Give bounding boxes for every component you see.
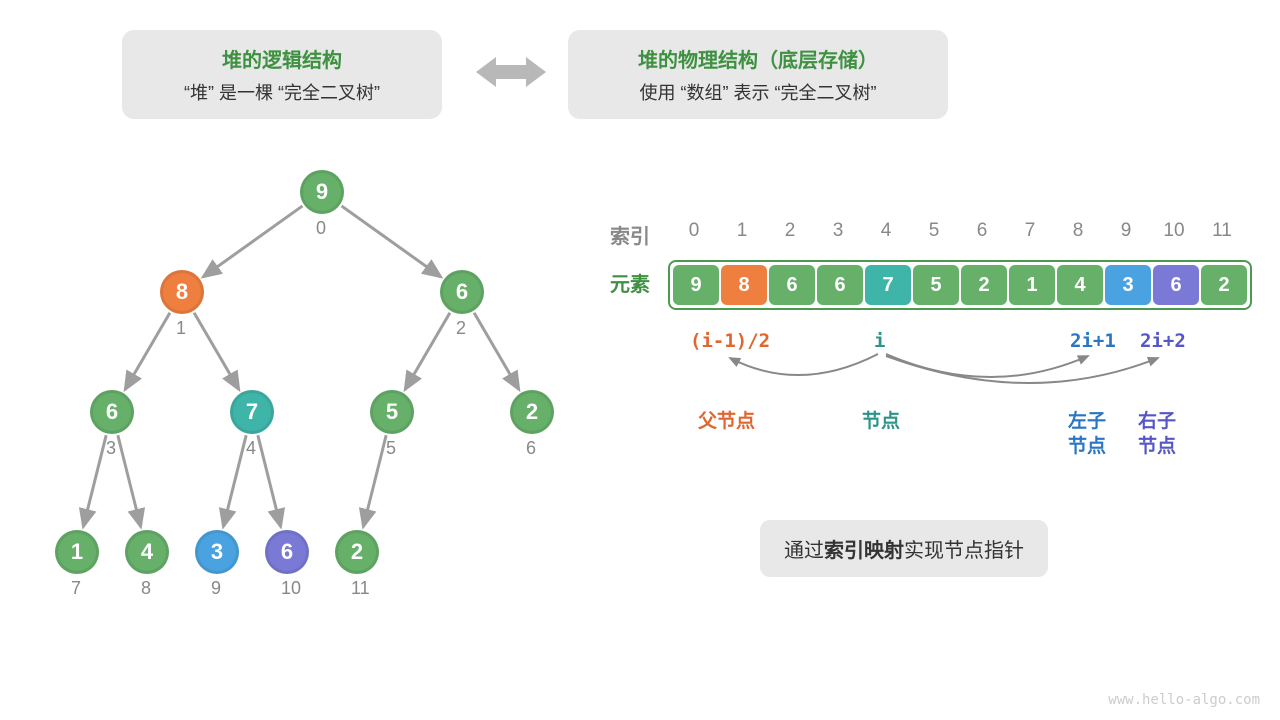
tree-node-index: 3 xyxy=(106,438,116,459)
index-row: 01234567891011 xyxy=(670,220,1246,242)
index-cell: 11 xyxy=(1198,220,1246,242)
mapping-post: 实现节点指针 xyxy=(904,540,1024,562)
right-header-box: 堆的物理结构（底层存储） 使用 “数组” 表示 “完全二叉树” xyxy=(568,30,948,119)
array-cell: 4 xyxy=(1057,265,1103,305)
right-header-sub: 使用 “数组” 表示 “完全二叉树” xyxy=(596,79,920,105)
tree-node: 6 xyxy=(265,530,309,574)
array-cell: 8 xyxy=(721,265,767,305)
tree-node: 4 xyxy=(125,530,169,574)
index-cell: 10 xyxy=(1150,220,1198,242)
left-header-box: 堆的逻辑结构 “堆” 是一棵 “完全二叉树” xyxy=(122,30,442,119)
tree-node: 9 xyxy=(300,170,344,214)
array-cell: 6 xyxy=(817,265,863,305)
rel-parent: 父节点 xyxy=(698,410,755,435)
tree-node-index: 10 xyxy=(281,578,301,599)
array-cell: 2 xyxy=(961,265,1007,305)
index-cell: 2 xyxy=(766,220,814,242)
index-cell: 4 xyxy=(862,220,910,242)
array-cell: 5 xyxy=(913,265,959,305)
array-cell: 7 xyxy=(865,265,911,305)
array-cell: 3 xyxy=(1105,265,1151,305)
rel-left: 左子 节点 xyxy=(1068,410,1106,459)
bidirectional-arrow-icon xyxy=(476,52,546,92)
watermark: www.hello-algo.com xyxy=(1108,692,1260,708)
array-cell: 6 xyxy=(1153,265,1199,305)
tree-node-index: 4 xyxy=(246,438,256,459)
tree-node-index: 5 xyxy=(386,438,396,459)
tree-diagram: 90816263745526174839610211 xyxy=(40,160,580,680)
tree-node-index: 0 xyxy=(316,218,326,239)
tree-node: 7 xyxy=(230,390,274,434)
index-label: 索引 xyxy=(610,220,650,249)
tree-node: 5 xyxy=(370,390,414,434)
index-cell: 1 xyxy=(718,220,766,242)
tree-node: 8 xyxy=(160,270,204,314)
index-cell: 6 xyxy=(958,220,1006,242)
mapping-bold: 索引映射 xyxy=(824,540,904,562)
tree-node-index: 7 xyxy=(71,578,81,599)
tree-node: 6 xyxy=(90,390,134,434)
index-cell: 7 xyxy=(1006,220,1054,242)
right-header-title: 堆的物理结构（底层存储） xyxy=(596,44,920,73)
tree-node-index: 9 xyxy=(211,578,221,599)
left-header-sub: “堆” 是一棵 “完全二叉树” xyxy=(150,79,414,105)
array-row: 986675214362 xyxy=(668,260,1252,310)
index-cell: 9 xyxy=(1102,220,1150,242)
tree-node: 1 xyxy=(55,530,99,574)
array-cell: 2 xyxy=(1201,265,1247,305)
mapping-note: 通过索引映射实现节点指针 xyxy=(760,520,1048,577)
tree-node: 2 xyxy=(510,390,554,434)
index-cell: 3 xyxy=(814,220,862,242)
tree-node-index: 6 xyxy=(526,438,536,459)
element-label: 元素 xyxy=(610,268,650,297)
array-cell: 6 xyxy=(769,265,815,305)
rel-self: 节点 xyxy=(862,410,900,435)
array-cell: 1 xyxy=(1009,265,1055,305)
tree-node-index: 8 xyxy=(141,578,151,599)
tree-node-index: 1 xyxy=(176,318,186,339)
tree-node-index: 2 xyxy=(456,318,466,339)
tree-node-index: 11 xyxy=(351,578,370,599)
array-cell: 9 xyxy=(673,265,719,305)
index-cell: 8 xyxy=(1054,220,1102,242)
rel-right: 右子 节点 xyxy=(1138,410,1176,459)
tree-node: 6 xyxy=(440,270,484,314)
index-cell: 5 xyxy=(910,220,958,242)
tree-node: 2 xyxy=(335,530,379,574)
mapping-pre: 通过 xyxy=(784,540,824,562)
left-header-title: 堆的逻辑结构 xyxy=(150,44,414,73)
tree-node: 3 xyxy=(195,530,239,574)
index-cell: 0 xyxy=(670,220,718,242)
